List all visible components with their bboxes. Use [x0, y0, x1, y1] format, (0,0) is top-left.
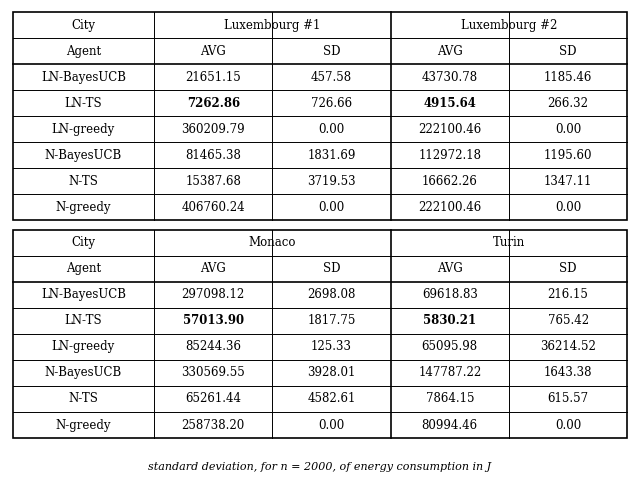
Text: SD: SD — [323, 45, 340, 58]
Text: 297098.12: 297098.12 — [182, 288, 245, 302]
Text: N-TS: N-TS — [68, 175, 99, 188]
Text: 1185.46: 1185.46 — [544, 71, 592, 84]
Text: 1831.69: 1831.69 — [307, 149, 356, 162]
Text: 457.58: 457.58 — [311, 71, 352, 84]
Text: 125.33: 125.33 — [311, 340, 352, 353]
Text: LN-BayesUCB: LN-BayesUCB — [41, 288, 126, 302]
Text: 2698.08: 2698.08 — [307, 288, 356, 302]
Text: 0.00: 0.00 — [555, 201, 581, 214]
Text: 406760.24: 406760.24 — [181, 201, 245, 214]
Text: N-BayesUCB: N-BayesUCB — [45, 149, 122, 162]
Text: 112972.18: 112972.18 — [419, 149, 481, 162]
Text: 765.42: 765.42 — [547, 315, 589, 328]
Text: 5830.21: 5830.21 — [423, 315, 476, 328]
Text: 222100.46: 222100.46 — [418, 122, 481, 136]
Text: 65261.44: 65261.44 — [185, 393, 241, 406]
Text: LN-TS: LN-TS — [65, 315, 102, 328]
Text: 16662.26: 16662.26 — [422, 175, 477, 188]
Text: 222100.46: 222100.46 — [418, 201, 481, 214]
Text: 216.15: 216.15 — [548, 288, 589, 302]
Text: 4915.64: 4915.64 — [423, 97, 476, 110]
Text: 726.66: 726.66 — [311, 97, 352, 110]
Text: 57013.90: 57013.90 — [182, 315, 244, 328]
Text: Luxembourg #1: Luxembourg #1 — [224, 18, 321, 31]
Text: 85244.36: 85244.36 — [185, 340, 241, 353]
Text: SD: SD — [559, 262, 577, 275]
Text: AVG: AVG — [200, 262, 226, 275]
Text: N-greedy: N-greedy — [56, 201, 111, 214]
Text: 1643.38: 1643.38 — [544, 366, 592, 379]
Text: 21651.15: 21651.15 — [186, 71, 241, 84]
Text: standard deviation, for n = 2000, of energy consumption in J: standard deviation, for n = 2000, of ene… — [148, 462, 492, 471]
Text: AVG: AVG — [437, 262, 463, 275]
Text: 615.57: 615.57 — [547, 393, 589, 406]
Text: 266.32: 266.32 — [548, 97, 589, 110]
Text: 330569.55: 330569.55 — [181, 366, 245, 379]
Text: Agent: Agent — [66, 262, 101, 275]
Text: LN-greedy: LN-greedy — [52, 340, 115, 353]
Text: 258738.20: 258738.20 — [182, 419, 245, 432]
Text: 0.00: 0.00 — [318, 201, 345, 214]
Text: City: City — [72, 236, 95, 249]
Text: 69618.83: 69618.83 — [422, 288, 477, 302]
Text: 3928.01: 3928.01 — [307, 366, 356, 379]
Text: Agent: Agent — [66, 45, 101, 58]
Text: SD: SD — [323, 262, 340, 275]
Text: 81465.38: 81465.38 — [186, 149, 241, 162]
Text: 0.00: 0.00 — [318, 122, 345, 136]
Text: N-BayesUCB: N-BayesUCB — [45, 366, 122, 379]
Text: 4582.61: 4582.61 — [307, 393, 356, 406]
Text: 43730.78: 43730.78 — [422, 71, 478, 84]
Text: City: City — [72, 18, 95, 31]
Text: Luxembourg #2: Luxembourg #2 — [461, 18, 557, 31]
Text: 80994.46: 80994.46 — [422, 419, 478, 432]
Text: SD: SD — [559, 45, 577, 58]
Text: Turin: Turin — [493, 236, 525, 249]
Text: 7864.15: 7864.15 — [426, 393, 474, 406]
Text: 3719.53: 3719.53 — [307, 175, 356, 188]
Text: AVG: AVG — [437, 45, 463, 58]
Text: 1817.75: 1817.75 — [307, 315, 356, 328]
Text: 1195.60: 1195.60 — [544, 149, 592, 162]
Text: 65095.98: 65095.98 — [422, 340, 478, 353]
Text: 36214.52: 36214.52 — [540, 340, 596, 353]
Text: LN-greedy: LN-greedy — [52, 122, 115, 136]
Text: N-greedy: N-greedy — [56, 419, 111, 432]
Text: 360209.79: 360209.79 — [181, 122, 245, 136]
Text: 7262.86: 7262.86 — [187, 97, 240, 110]
Text: 0.00: 0.00 — [318, 419, 345, 432]
Text: 147787.22: 147787.22 — [418, 366, 481, 379]
Text: 1347.11: 1347.11 — [544, 175, 592, 188]
Text: Monaco: Monaco — [248, 236, 296, 249]
Text: 15387.68: 15387.68 — [186, 175, 241, 188]
Text: AVG: AVG — [200, 45, 226, 58]
Text: 0.00: 0.00 — [555, 419, 581, 432]
Text: N-TS: N-TS — [68, 393, 99, 406]
Text: LN-BayesUCB: LN-BayesUCB — [41, 71, 126, 84]
Text: LN-TS: LN-TS — [65, 97, 102, 110]
Text: 0.00: 0.00 — [555, 122, 581, 136]
